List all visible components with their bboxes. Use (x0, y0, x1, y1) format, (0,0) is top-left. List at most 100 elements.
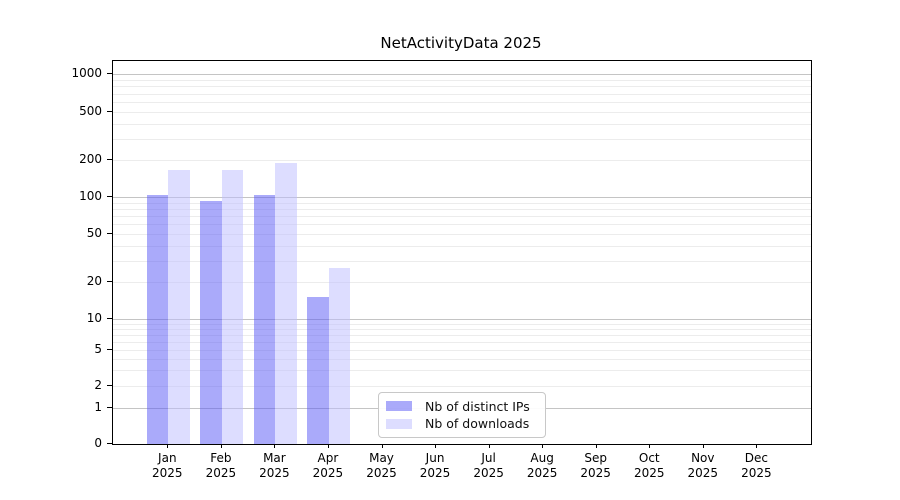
x-tick-month: May (369, 451, 394, 465)
bar-downloads (168, 169, 190, 444)
x-tick-label: Sep 2025 (564, 451, 628, 481)
y-tick-mark (107, 159, 112, 160)
x-tick-mark (381, 444, 383, 448)
y-tick-mark (107, 233, 112, 234)
y-tick-mark (107, 281, 112, 282)
y-tick-mark (107, 407, 112, 408)
x-tick-month: Dec (744, 451, 768, 465)
y-gridline-minor (113, 358, 811, 360)
x-tick-mark (702, 444, 704, 448)
y-tick-label: 10 (86, 311, 102, 325)
y-gridline-minor (113, 386, 811, 387)
x-tick-label: Aug 2025 (510, 451, 574, 481)
x-tick-label: Dec 2025 (724, 451, 788, 481)
y-gridline-minor (113, 202, 811, 204)
x-tick-mark (220, 444, 222, 448)
x-tick-month: Apr (317, 451, 339, 465)
y-gridline-minor (113, 260, 811, 262)
y-gridline-minor (113, 323, 811, 325)
y-tick-label: 1000 (71, 66, 102, 80)
bar-downloads (275, 162, 297, 444)
x-tick-label: Jan 2025 (135, 451, 199, 481)
legend: Nb of distinct IPs Nb of downloads (378, 392, 546, 438)
y-gridline-minor (113, 79, 811, 81)
x-tick-year: 2025 (741, 466, 772, 480)
y-gridline-minor (113, 234, 811, 235)
x-tick-month: Jun (425, 451, 445, 465)
chart-title: NetActivityData 2025 (380, 34, 542, 52)
y-gridline-minor (113, 334, 811, 336)
y-gridline-minor (113, 160, 811, 161)
y-gridline-minor (113, 282, 811, 283)
y-tick-label: 5 (94, 342, 102, 356)
x-tick-month: Sep (584, 451, 607, 465)
y-tick-mark (107, 73, 112, 74)
x-tick-mark (167, 444, 169, 448)
y-gridline-major (113, 319, 811, 320)
x-tick-label: Nov 2025 (671, 451, 735, 481)
legend-item-downloads: Nb of downloads (386, 416, 539, 431)
y-tick-mark (107, 318, 112, 319)
bar-downloads (221, 169, 244, 444)
y-gridline-minor (113, 208, 811, 210)
x-tick-mark (327, 444, 329, 448)
x-tick-label: Oct 2025 (617, 451, 681, 481)
bar-distinct-ips (307, 297, 329, 444)
legend-item-distinct-ips: Nb of distinct IPs (386, 399, 539, 414)
y-tick-label: 20 (86, 274, 102, 288)
x-tick-year: 2025 (205, 466, 237, 480)
x-tick-mark (756, 444, 758, 448)
x-tick-label: Feb 2025 (189, 451, 253, 481)
y-tick-mark (107, 443, 112, 444)
y-tick-mark (107, 196, 112, 197)
x-tick-month: Mar (263, 451, 286, 465)
y-gridline-minor (113, 123, 811, 125)
bar-downloads (328, 268, 351, 444)
x-tick-month: Feb (210, 451, 232, 465)
x-tick-label: Jun 2025 (403, 451, 467, 481)
y-gridline-minor (113, 370, 811, 372)
y-tick-label: 50 (86, 226, 102, 240)
x-tick-year: 2025 (580, 466, 611, 480)
x-tick-mark (542, 444, 544, 448)
x-tick-mark (274, 444, 276, 448)
y-gridline-minor (113, 341, 811, 343)
y-tick-label: 2 (94, 378, 102, 392)
y-tick-label: 100 (79, 189, 102, 203)
legend-swatch-icon (386, 401, 412, 412)
x-tick-label: Apr 2025 (296, 451, 360, 481)
x-tick-year: 2025 (419, 466, 451, 480)
x-tick-label: Jul 2025 (457, 451, 521, 481)
y-gridline-minor (113, 245, 811, 247)
x-tick-year: 2025 (633, 466, 665, 480)
x-tick-month: Jul (481, 451, 496, 465)
y-tick-label: 1 (94, 400, 102, 414)
y-tick-label: 0 (94, 436, 102, 450)
legend-label: Nb of downloads (425, 416, 530, 432)
x-tick-month: Nov (691, 451, 715, 465)
y-gridline-minor (113, 86, 811, 88)
x-tick-month: Aug (530, 451, 554, 465)
x-tick-year: 2025 (473, 466, 504, 480)
y-gridline-minor (113, 93, 811, 95)
x-tick-mark (488, 444, 490, 448)
y-gridline-minor (113, 350, 811, 351)
x-tick-mark (435, 444, 437, 448)
y-gridline-minor (113, 224, 811, 226)
x-tick-year: 2025 (526, 466, 558, 480)
x-tick-label: May 2025 (350, 451, 414, 481)
x-tick-year: 2025 (312, 466, 344, 480)
y-tick-label: 200 (79, 152, 102, 166)
y-tick-mark (107, 111, 112, 112)
y-gridline-major (113, 197, 811, 198)
x-tick-year: 2025 (366, 466, 397, 480)
y-tick-mark (107, 385, 112, 386)
y-gridline-minor (113, 328, 811, 330)
x-tick-year: 2025 (687, 466, 719, 480)
x-tick-mark (595, 444, 597, 448)
x-tick-month: Jan (158, 451, 177, 465)
y-gridline-minor (113, 112, 811, 113)
plot-area (112, 60, 812, 445)
bar-distinct-ips (200, 201, 222, 444)
x-tick-year: 2025 (152, 466, 183, 480)
